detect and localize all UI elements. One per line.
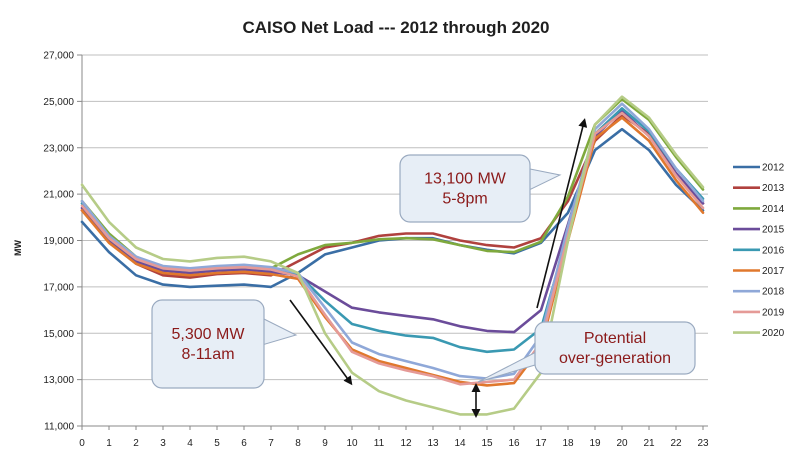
morning-arrow	[289, 299, 353, 386]
x-tick-label: 5	[214, 438, 220, 449]
series-line-2014	[80, 97, 705, 272]
ramp-callout-box	[399, 154, 531, 223]
x-tick-label: 15	[481, 438, 493, 449]
y-tick-label: 13,000	[43, 375, 74, 386]
axes: 11,000 13,000 15,000 17,000 19,000 21,000 23,0…	[43, 51, 709, 450]
x-tick-label: 2	[133, 438, 139, 449]
x-tick-label: 13	[427, 438, 439, 449]
x-tick-label: 18	[562, 438, 574, 449]
x-tick-label: 7	[268, 438, 274, 449]
y-axis-label: MW	[13, 240, 23, 256]
x-tick-label: 3	[160, 438, 166, 449]
x-tick-label: 0	[79, 438, 85, 449]
morning-callout-line1: 5,300 MW	[172, 326, 246, 343]
legend: 2012 2013 2014 2015 2016 2017 2018 2019 2020	[733, 163, 785, 339]
legend-label-2017: 2017	[762, 266, 785, 277]
x-tick-label: 8	[295, 438, 301, 449]
series-line-2017	[80, 116, 705, 387]
x-tick-label: 12	[400, 438, 412, 449]
legend-label-2013: 2013	[762, 183, 785, 194]
legend-label-2020: 2020	[762, 328, 785, 339]
series-line-2020	[80, 95, 705, 416]
y-tick-label: 23,000	[43, 143, 74, 154]
x-tick-label: 16	[508, 438, 520, 449]
morning-callout-line2: 8-11am	[181, 346, 234, 363]
annotations: 13,100 MW 5-8pm 5,300 MW 8-11am Potential ove…	[151, 118, 696, 418]
x-tick-label: 11	[374, 438, 385, 449]
ramp-callout-line2: 5-8pm	[442, 191, 487, 208]
overgen-callout-line2: over-generation	[559, 350, 671, 367]
legend-label-2014: 2014	[762, 204, 785, 215]
x-tick-label: 21	[643, 438, 655, 449]
x-tick-label: 14	[454, 438, 466, 449]
ramp-callout-line1: 13,100 MW	[424, 171, 507, 188]
morning-callout-tail	[261, 317, 298, 346]
series-line-2012	[80, 127, 705, 289]
legend-label-2018: 2018	[762, 287, 785, 298]
x-tick-label: 6	[241, 438, 247, 449]
legend-label-2016: 2016	[762, 245, 785, 256]
x-tick-label: 19	[589, 438, 601, 449]
ramp-arrow	[536, 118, 588, 309]
x-tick-label: 22	[670, 438, 682, 449]
y-tick-label: 21,000	[43, 190, 74, 201]
y-tick-label: 19,000	[43, 236, 74, 247]
series-line-2018	[80, 102, 705, 380]
x-tick-label: 20	[616, 438, 628, 449]
series-line-2015	[80, 109, 705, 334]
x-tick-label: 9	[322, 438, 328, 449]
chart-title: CAISO Net Load --- 2012 through 2020	[243, 18, 550, 37]
y-tick-label: 11,000	[44, 422, 74, 433]
y-tick-label: 27,000	[43, 51, 74, 62]
x-tick-label: 4	[187, 438, 193, 449]
y-tick-label: 17,000	[43, 282, 74, 293]
legend-label-2015: 2015	[762, 225, 785, 236]
y-tick-label: 25,000	[43, 97, 74, 108]
overgen-callout-line1: Potential	[584, 330, 646, 347]
x-tick-label: 1	[106, 438, 112, 449]
legend-label-2019: 2019	[762, 307, 785, 318]
x-tick-label: 17	[535, 438, 547, 449]
y-tick-label: 15,000	[43, 329, 74, 340]
x-tick-label: 23	[697, 438, 709, 449]
series-lines	[80, 95, 705, 416]
series-line-2019	[80, 111, 705, 386]
overgen-callout-box	[534, 321, 696, 375]
morning-callout-box	[151, 299, 265, 389]
x-tick-label: 10	[346, 438, 358, 449]
legend-label-2012: 2012	[762, 163, 785, 174]
